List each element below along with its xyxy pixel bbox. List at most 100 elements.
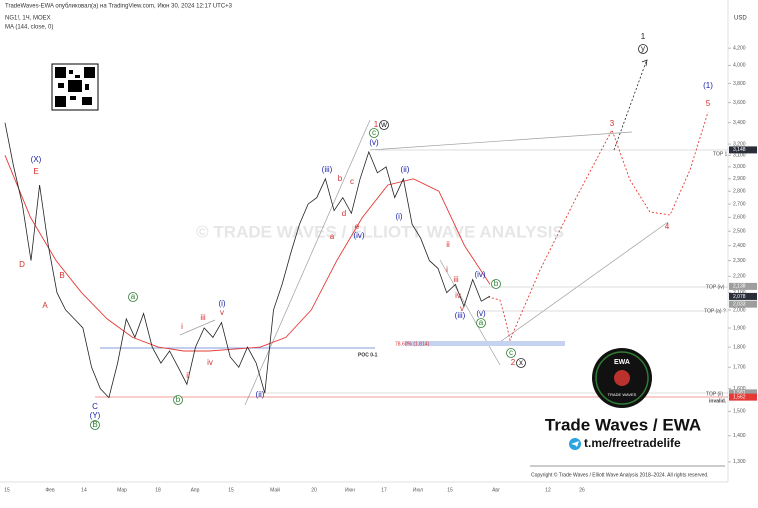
y-tick-label: 2,300 [733, 258, 746, 264]
y-tick-label: 4,000 [733, 63, 746, 69]
wave-circle [506, 348, 516, 358]
wave-label: iv [207, 358, 213, 367]
y-tick-label: 3,100 [733, 153, 746, 159]
telegram-link[interactable]: t.me/freetradelife [584, 436, 681, 450]
y-tick-label: 1,500 [733, 409, 746, 415]
y-tick-label: 2,000 [733, 307, 746, 313]
wave-circle [90, 420, 100, 430]
y-tick-label: 2,600 [733, 215, 746, 221]
wave-label: (ii) [401, 165, 410, 174]
y-tick-label: 1,900 [733, 325, 746, 331]
poc-label: POC 0-1 [358, 352, 378, 358]
wave-label: (iii) [455, 311, 466, 320]
y-tick-label: 4,200 [733, 46, 746, 52]
wave-label: (iv) [353, 231, 364, 240]
wave-label: iv [455, 291, 461, 300]
logo-title: EWA [614, 359, 630, 366]
wave-label: v [460, 304, 464, 313]
x-tick-label: 14 [81, 487, 87, 493]
brand: Trade Waves / EWA [545, 415, 701, 434]
fib-label: 78.60% (1.814) [395, 341, 430, 347]
wave-circle [379, 120, 389, 130]
price-tag [729, 146, 757, 154]
y-tick-label: 3,400 [733, 120, 746, 126]
y-tick-label: 2,200 [733, 274, 746, 280]
price-tag-label: 2,138 [733, 284, 746, 290]
qr-code [51, 63, 99, 111]
wave-label: x [519, 358, 523, 367]
y-tick-label: 1,800 [733, 344, 746, 350]
price-tag [729, 393, 757, 401]
indicator: MA (144, close, 0) [5, 25, 53, 31]
x-tick-label: 15 [447, 487, 453, 493]
wave-label: 1 [641, 32, 646, 41]
wave-label: (iii) [322, 165, 333, 174]
wave-label: 5 [706, 99, 711, 108]
x-tick-label: Май [270, 486, 280, 493]
publisher: TradeWaves-EWA опубликовал(а) на Trading… [5, 4, 233, 10]
y-tick-label: 2,400 [733, 243, 746, 249]
wave-circle [516, 358, 526, 368]
logo-subtitle: TRADE WAVES [608, 392, 637, 397]
wave-label: 1 [374, 120, 379, 129]
wave-label: (1) [703, 81, 713, 90]
x-tick-label: Фев [45, 487, 55, 493]
wave-label: b [494, 279, 499, 288]
wave-label: E [33, 167, 38, 176]
wave-circle [476, 318, 486, 328]
price-tag [729, 282, 757, 290]
level-label: invalid. [709, 398, 727, 404]
y-tick-label: 1,600 [733, 386, 746, 392]
wave-circle [173, 395, 183, 405]
x-tick-label: 18 [155, 487, 161, 493]
x-tick-label: Апр [191, 487, 200, 493]
x-tick-label: 17 [381, 487, 387, 493]
y-tick-label: 3,800 [733, 81, 746, 87]
level-label: TOP 1 [713, 151, 727, 157]
telegram-plane [571, 441, 579, 447]
wave-label: A [42, 301, 48, 310]
price-tag [729, 292, 757, 300]
x-tick-label: Июл [413, 487, 423, 493]
price-line [4, 122, 491, 399]
x-tick-label: Июн [345, 487, 355, 493]
wave-label: v [220, 308, 224, 317]
price-tag-label: 2,078 [733, 294, 746, 300]
wave-label: i [446, 265, 448, 274]
y-tick-label: 3,200 [733, 141, 746, 147]
wave-label: 4 [665, 222, 670, 231]
wave-circle [369, 128, 379, 138]
wave-label: (X) [31, 155, 42, 164]
wave-label: 2 [511, 358, 516, 367]
wave-label: b [176, 395, 181, 404]
price-tag [729, 389, 757, 397]
wave-label: a [479, 318, 484, 327]
price-tag [729, 300, 757, 308]
wave-label: (Y) [90, 411, 101, 420]
wave-label: ii [446, 240, 450, 249]
y-tick-label: 2,500 [733, 229, 746, 235]
wave-label: c [509, 348, 513, 357]
currency: USD [734, 16, 747, 22]
wave-label: y [641, 44, 645, 53]
x-tick-label: 15 [4, 487, 10, 493]
wave-circle [638, 44, 648, 54]
wave-label: ii [186, 371, 190, 380]
level-label: TOP (a) ? [704, 308, 726, 314]
logo: EWA TRADE WAVES [592, 348, 652, 408]
x-tick-label: 26 [579, 487, 585, 493]
wave-label: i [181, 322, 183, 331]
price-tag-label: 3,148 [733, 147, 746, 153]
y-tick-label: 1,400 [733, 433, 746, 439]
wave-circle [128, 292, 138, 302]
x-tick-label: 20 [311, 487, 317, 493]
wave-label: w [380, 120, 387, 129]
y-tick-label: 2,900 [733, 176, 746, 182]
level-label: TOP (ii) [706, 391, 723, 397]
wave-label: c [350, 177, 354, 186]
price-tag-label: 1,581 [733, 390, 746, 396]
watermark: © TRADE WAVES / ELLIOTT WAVE ANALYSIS [196, 222, 564, 241]
fib-zone [405, 341, 565, 346]
